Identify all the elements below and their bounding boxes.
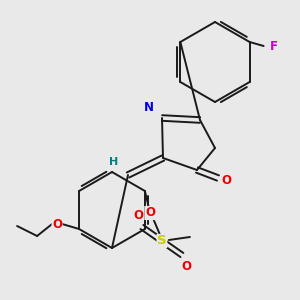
Text: O: O: [145, 206, 155, 220]
Text: O: O: [221, 175, 231, 188]
Text: N: N: [144, 101, 154, 114]
Text: F: F: [270, 40, 278, 53]
Text: O: O: [181, 260, 191, 273]
Text: O: O: [133, 209, 143, 222]
Text: S: S: [157, 235, 167, 248]
Text: O: O: [52, 218, 62, 230]
Text: H: H: [109, 157, 118, 167]
